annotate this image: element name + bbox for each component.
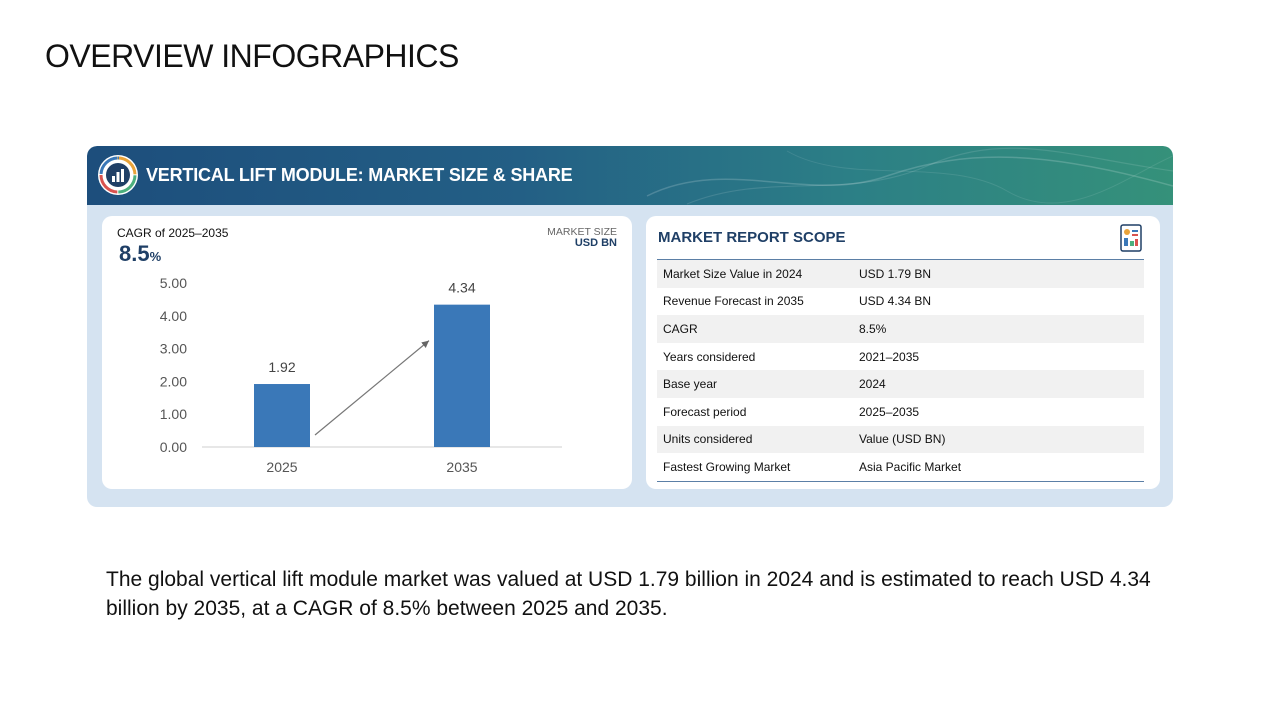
cagr-number: 8.5 (119, 241, 150, 266)
x-tick-label: 2025 (266, 459, 297, 475)
y-tick-label: 1.00 (160, 406, 187, 422)
market-report-scope-card: MARKET REPORT SCOPE Market Size Value in… (646, 216, 1160, 489)
page-title: OVERVIEW INFOGRAPHICS (45, 38, 459, 74)
infographic-banner: VERTICAL LIFT MODULE: MARKET SIZE & SHAR… (87, 146, 1173, 205)
scope-row-key: CAGR (663, 321, 698, 336)
report-document-icon (1120, 224, 1142, 252)
scope-row-value: 2021–2035 (859, 349, 920, 364)
market-size-label: MARKET SIZE (547, 226, 617, 238)
scope-row: CAGR 8.5% (657, 315, 1144, 343)
y-tick-label: 5.00 (160, 275, 187, 291)
scope-table: Market Size Value in 2024 USD 1.79 BN Reve… (657, 259, 1144, 482)
y-tick-label: 3.00 (160, 341, 187, 357)
scope-row-key: Years considered (663, 349, 756, 364)
cagr-label: CAGR of 2025–2035 (117, 226, 229, 240)
scope-row: Revenue Forecast in 2035 USD 4.34 BN (657, 287, 1144, 316)
data-label: 1.92 (268, 359, 295, 375)
scope-row-key: Base year (663, 377, 718, 392)
cagr-value: 8.5% (119, 241, 161, 267)
bar (254, 384, 310, 447)
scope-row: Fastest Growing Market Asia Pacific Marke… (657, 453, 1144, 482)
bar (434, 304, 490, 447)
scope-row: Market Size Value in 2024 USD 1.79 BN (657, 259, 1144, 288)
scope-row-value: USD 4.34 BN (859, 294, 932, 309)
scope-row: Base year 2024 (657, 370, 1144, 398)
scope-row-value: 8.5% (859, 321, 887, 336)
scope-row-key: Fastest Growing Market (663, 459, 791, 474)
data-label: 4.34 (448, 280, 475, 296)
infographic-panel: VERTICAL LIFT MODULE: MARKET SIZE & SHAR… (87, 146, 1173, 507)
y-tick-label: 2.00 (160, 373, 187, 389)
y-tick-label: 4.00 (160, 308, 187, 324)
y-tick-label: 0.00 (160, 439, 187, 455)
scope-row-key: Revenue Forecast in 2035 (663, 294, 804, 309)
scope-row-key: Units considered (663, 432, 753, 447)
scope-row-key: Market Size Value in 2024 (663, 266, 803, 281)
scope-row: Units considered Value (USD BN) (657, 425, 1144, 454)
scope-row-value: 2024 (859, 377, 886, 392)
trend-arrow (314, 340, 430, 436)
scope-row-value: USD 1.79 BN (859, 266, 932, 281)
market-size-unit: USD BN (574, 237, 617, 249)
scope-row-value: Asia Pacific Market (859, 459, 962, 474)
scope-row-key: Forecast period (663, 404, 747, 419)
x-tick-label: 2035 (446, 459, 477, 475)
scope-title: MARKET REPORT SCOPE (658, 229, 846, 246)
bar-chart: 0.00 1.00 2.00 3.00 4.00 5.00 1.92 2025 4.34 2035 (160, 275, 562, 475)
scope-row-value: 2025–2035 (859, 404, 920, 419)
scope-row: Years considered 2021–2035 (657, 342, 1144, 371)
summary-text: The global vertical lift module market w… (106, 568, 1151, 620)
market-size-chart-card: CAGR of 2025–2035 8.5% MARKET SIZE USD B… (102, 216, 632, 489)
banner-decoration (646, 147, 1173, 205)
cagr-unit: % (149, 249, 162, 264)
bar-chart-gauge-icon (98, 155, 138, 195)
scope-row-value: Value (USD BN) (859, 432, 946, 447)
scope-row: Forecast period 2025–2035 (657, 397, 1144, 426)
banner-title: VERTICAL LIFT MODULE: MARKET SIZE & SHAR… (146, 165, 573, 185)
